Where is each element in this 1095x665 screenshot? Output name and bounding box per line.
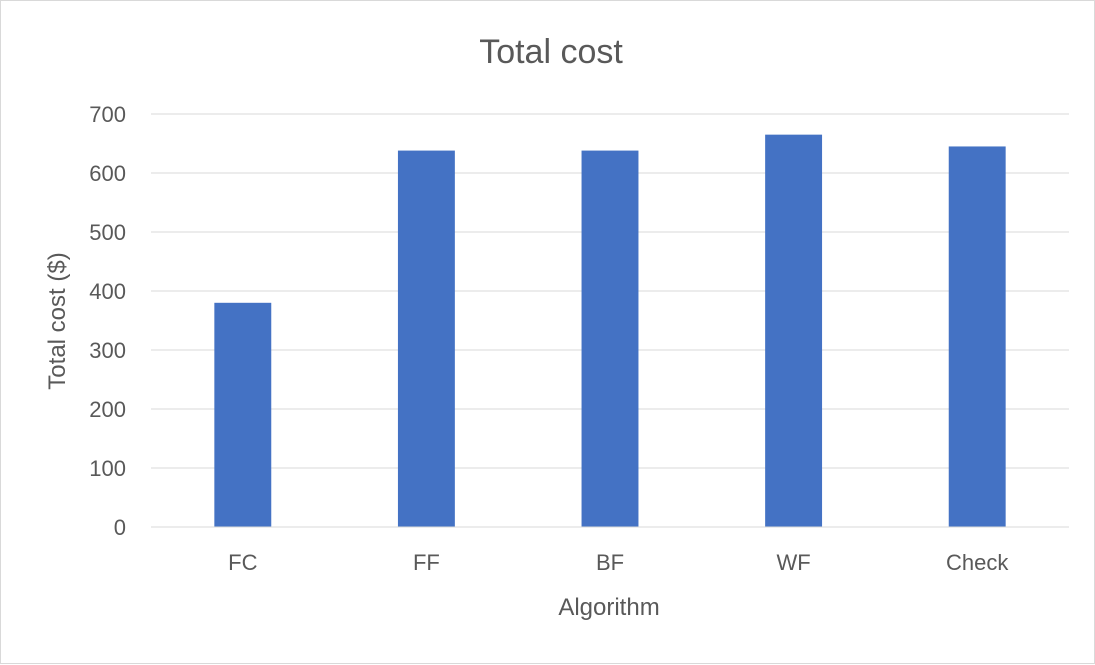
x-tick-label: WF: [776, 550, 810, 575]
y-tick-label: 300: [89, 338, 126, 363]
y-tick-label: 700: [89, 102, 126, 127]
bar-bf: [581, 150, 639, 527]
y-tick-label: 200: [89, 397, 126, 422]
bar-fc: [214, 302, 272, 527]
x-tick-label: FF: [413, 550, 440, 575]
bars: [214, 134, 1006, 527]
y-tick-label: 500: [89, 220, 126, 245]
x-tick-label: Check: [946, 550, 1009, 575]
x-axis-title: Algorithm: [558, 594, 659, 621]
x-axis-ticks: FC FF BF WF Check: [228, 550, 1009, 575]
y-tick-label: 100: [89, 456, 126, 481]
chart-title: Total cost: [479, 33, 623, 71]
y-axis-ticks: 0 100 200 300 400 500 600 700: [89, 102, 126, 540]
y-tick-label: 600: [89, 161, 126, 186]
bar-wf: [765, 134, 823, 527]
x-tick-label: BF: [596, 550, 624, 575]
bar-check: [948, 146, 1006, 527]
y-tick-label: 400: [89, 279, 126, 304]
y-tick-label: 0: [114, 515, 126, 540]
y-axis-title: Total cost ($): [44, 252, 71, 389]
bar-ff: [397, 150, 455, 527]
x-tick-label: FC: [228, 550, 257, 575]
